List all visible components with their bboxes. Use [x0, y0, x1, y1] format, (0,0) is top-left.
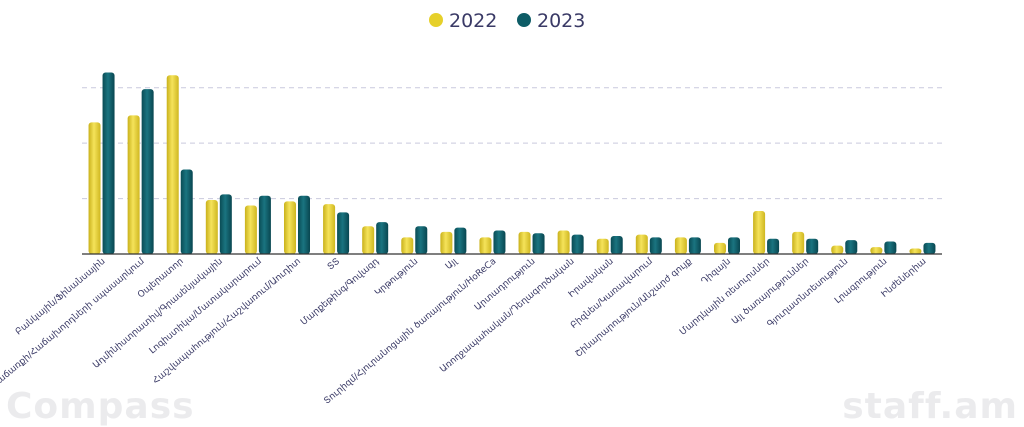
bar-2022-16	[674, 237, 687, 254]
tick-label: Դիզայն	[700, 257, 733, 287]
watermark-right: staff.am	[842, 386, 1018, 427]
bar-2023-13	[571, 234, 584, 254]
bar-2022-5	[244, 205, 257, 254]
bar-2023-7	[337, 212, 350, 254]
bar-2023-16	[688, 237, 701, 254]
bar-2023-17	[728, 237, 740, 254]
bar-2022-7	[323, 204, 336, 254]
legend-label-2023: 2023	[537, 10, 585, 32]
tick-label: Այլ	[444, 256, 460, 272]
bar-2023-11	[493, 230, 506, 254]
tick-label: Հաշվապահություն/Հաշվառում/Աուդիտ	[151, 257, 303, 387]
tick-label: Գյուղատնտեսություն	[766, 257, 851, 330]
bar-2023-3	[180, 169, 193, 254]
bar-2023-12	[532, 233, 545, 254]
bar-2023-20	[845, 240, 858, 254]
bar-2023-2	[141, 89, 154, 254]
bar-2022-14	[596, 238, 609, 254]
bar-2022-4	[205, 199, 218, 254]
bar-chart: 2022 2023 Բանկային/ՖինանսայինՎաճառքի/Հաճա…	[0, 10, 942, 407]
bar-2022-11	[479, 237, 492, 254]
bar-2022-18	[753, 211, 766, 254]
legend-marker-2022	[429, 13, 443, 27]
bar-2022-21	[870, 247, 883, 254]
bar-2023-5	[258, 195, 271, 254]
x-tick-labels: Բանկային/ՖինանսայինՎաճառքի/Հաճախորդների …	[0, 256, 928, 406]
tick-label: Այլ ծառայություններ	[730, 257, 811, 327]
bar-2023-22	[923, 242, 936, 254]
tick-label: Առողջապահական/Դեղագործական	[438, 257, 576, 375]
bar-2023-15	[649, 237, 662, 254]
bar-2023-18	[767, 238, 780, 254]
bar-2022-20	[831, 245, 844, 254]
bar-2022-9	[401, 237, 414, 254]
bar-2023-1	[102, 72, 115, 254]
bar-2022-15	[635, 234, 648, 254]
bar-2022-8	[362, 226, 375, 254]
bar-2023-6	[298, 195, 310, 254]
bar-2023-14	[610, 235, 623, 254]
tick-label: ՏՏ	[326, 257, 342, 273]
bar-2022-19	[792, 231, 805, 254]
bar-2022-12	[518, 231, 531, 254]
bar-2022-3	[166, 75, 179, 254]
bar-2023-21	[884, 241, 897, 254]
bar-2022-17	[714, 242, 726, 254]
watermark-left: Compass	[6, 386, 195, 427]
bar-2023-4	[219, 194, 232, 254]
legend-label-2022: 2022	[449, 10, 497, 32]
bars	[88, 72, 936, 254]
bar-2023-10	[454, 227, 467, 254]
bar-2022-13	[557, 230, 570, 254]
tick-label: Կրթություն	[373, 257, 420, 299]
bar-2023-8	[376, 222, 389, 254]
legend-marker-2023	[517, 13, 531, 27]
gridlines	[82, 87, 942, 200]
bar-2022-1	[88, 122, 101, 254]
bar-2022-22	[909, 248, 922, 254]
bar-2022-2	[127, 115, 140, 254]
tick-label: Մարքեթինգ/Գովազդ	[299, 257, 381, 328]
bar-2022-6	[284, 201, 296, 254]
legend: 2022 2023	[429, 10, 585, 32]
bar-2022-10	[440, 231, 453, 254]
bar-2023-19	[806, 238, 819, 254]
bar-2023-9	[415, 226, 428, 254]
